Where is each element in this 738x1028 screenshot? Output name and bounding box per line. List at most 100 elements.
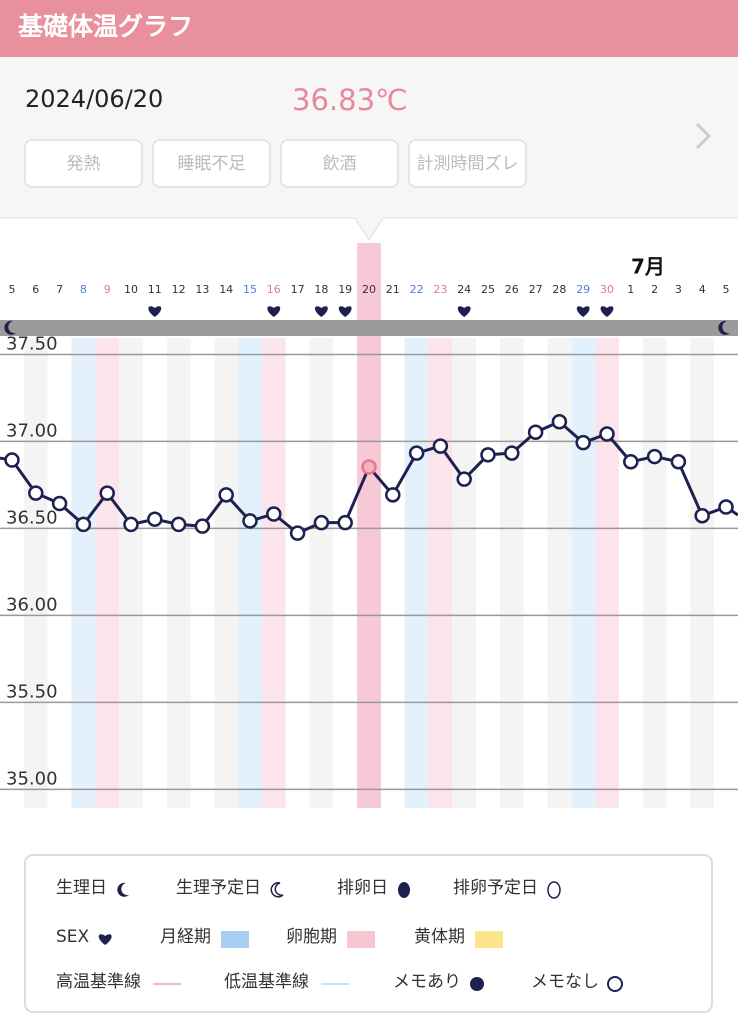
legend-label: 排卵日 <box>337 878 388 898</box>
day-label: 21 <box>386 283 400 296</box>
day-column <box>214 338 239 808</box>
next-arrow[interactable] <box>695 122 712 150</box>
day-label: 3 <box>675 283 682 296</box>
sex-marker <box>576 306 590 317</box>
day-label: 29 <box>576 283 590 296</box>
temperature-point <box>527 424 544 440</box>
day-label: 10 <box>124 283 138 296</box>
legend-label: 黄体期 <box>414 927 465 947</box>
temperature-point <box>718 499 734 515</box>
temperature-point <box>4 452 20 468</box>
day-label: 20 <box>362 283 376 296</box>
day-label: 13 <box>195 283 209 296</box>
temperature-point <box>51 495 68 512</box>
day-label: 14 <box>219 283 233 296</box>
legend-icon <box>347 931 375 948</box>
day-label: 28 <box>552 283 566 296</box>
temperature-point <box>313 514 330 531</box>
temperature-point <box>575 434 591 451</box>
day-label: 5 <box>723 283 730 296</box>
day-column <box>547 338 572 808</box>
sex-marker <box>148 306 162 317</box>
day-label: 12 <box>172 283 186 296</box>
y-tick-label: 35.50 <box>6 681 58 702</box>
cycle-moon <box>718 320 730 335</box>
temperature-point <box>28 485 44 501</box>
temperature-point <box>99 485 115 501</box>
day-label: 17 <box>291 283 305 296</box>
day-label: 30 <box>600 283 614 296</box>
day-column <box>476 338 500 808</box>
y-tick-label: 35.00 <box>6 768 58 789</box>
temperature-point <box>456 471 472 487</box>
temperature-point <box>599 426 615 442</box>
day-column <box>95 338 120 808</box>
legend-label: 生理日 <box>56 878 107 898</box>
tag-label: 飲酒 <box>323 154 357 174</box>
sex-marker <box>314 306 328 317</box>
day-column <box>666 338 691 808</box>
temperature-point <box>242 513 258 529</box>
legend-icon <box>475 931 503 948</box>
cycle-moon <box>4 320 16 335</box>
legend-icon <box>547 881 561 899</box>
tag-button[interactable] <box>152 139 271 188</box>
day-column <box>523 338 548 808</box>
day-label: 22 <box>410 283 424 296</box>
day-column <box>23 338 48 808</box>
day-column <box>690 338 715 808</box>
temperature-point <box>75 516 92 533</box>
tag-button[interactable] <box>280 139 399 188</box>
legend-label: 卵胞期 <box>286 927 337 947</box>
day-column <box>618 338 643 808</box>
day-label: 5 <box>9 283 16 296</box>
day-column <box>452 338 477 808</box>
day-label: 15 <box>243 283 257 296</box>
temperature-point <box>266 506 282 522</box>
day-label: 26 <box>505 283 519 296</box>
temperature-point <box>670 454 687 470</box>
day-column <box>571 338 596 808</box>
day-column <box>428 338 453 808</box>
day-label: 9 <box>104 283 111 296</box>
legend-label: 生理予定日 <box>176 878 261 898</box>
legend-label: 月経期 <box>160 927 211 947</box>
temperature-point <box>194 518 211 534</box>
day-label: 8 <box>80 283 87 296</box>
y-tick-label: 37.00 <box>6 420 58 441</box>
temperature-point <box>694 507 710 524</box>
temperature-point <box>385 487 401 503</box>
day-label: 24 <box>457 283 471 296</box>
day-column <box>309 338 334 808</box>
day-column <box>595 338 619 808</box>
sex-marker <box>267 306 281 317</box>
sex-marker <box>338 306 352 317</box>
y-tick-label: 36.50 <box>6 507 58 528</box>
temperature-point <box>480 447 496 463</box>
day-label: 4 <box>699 283 706 296</box>
legend-icon <box>470 977 484 991</box>
day-column <box>71 338 96 808</box>
temperature-point <box>147 511 163 527</box>
legend-icon <box>117 882 129 897</box>
tag-button[interactable] <box>408 139 527 188</box>
tag-label: 発熱 <box>67 154 101 174</box>
day-label: 23 <box>433 283 447 296</box>
day-column <box>142 338 167 808</box>
legend-label: 高温基準線 <box>56 972 141 992</box>
day-column <box>333 338 358 808</box>
y-tick-label: 37.50 <box>6 333 58 354</box>
tag-button[interactable] <box>24 139 143 188</box>
day-label: 16 <box>267 283 281 296</box>
day-column <box>285 338 310 808</box>
info-border <box>0 217 738 241</box>
legend-label: メモなし <box>531 972 599 992</box>
day-label: 6 <box>32 283 39 296</box>
day-label: 7 <box>56 283 63 296</box>
day-label: 18 <box>314 283 328 296</box>
cycle-bar <box>0 320 738 336</box>
day-column <box>404 338 429 808</box>
day-column <box>499 338 524 808</box>
temperature-point <box>408 445 425 461</box>
